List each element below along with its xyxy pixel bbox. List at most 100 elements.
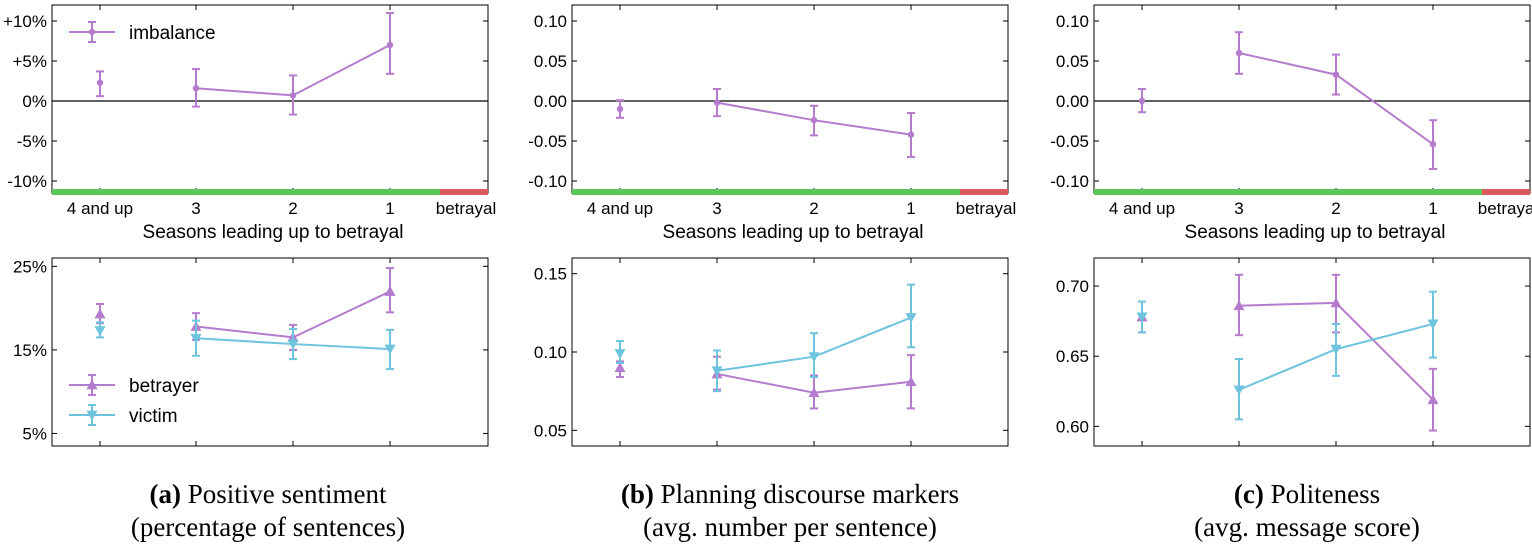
x-axis-label: Seasons leading up to betrayal — [663, 222, 924, 243]
legend-marker — [86, 379, 98, 390]
chart-panel-a-top: +10% +5% 0% -5% -10% 4 and up 3 2 1 betrayal Seaso… — [3, 4, 496, 243]
y-tick-label: 0.00 — [1056, 92, 1089, 111]
data-point-imbalance — [1138, 97, 1146, 105]
y-tick-label: -5% — [17, 132, 47, 151]
data-point-betrayer — [905, 376, 917, 387]
x-tick-label: 2 — [809, 199, 818, 218]
data-point-betrayer — [614, 362, 626, 373]
y-tick-label: -0.10 — [528, 172, 567, 191]
y-tick-label: 5% — [22, 424, 47, 443]
y-tick-label: 0.05 — [1056, 52, 1089, 71]
caption-title: Planning discourse markers — [660, 479, 960, 509]
data-point-imbalance — [713, 99, 721, 106]
data-point-imbalance — [289, 92, 297, 99]
x-tick-label: 1 — [1428, 199, 1437, 218]
plot-frame — [51, 4, 489, 194]
data-point-imbalance — [616, 105, 624, 113]
chart-panel-c-top: 0.10 0.05 0.00 -0.05 -0.10 4 and up 3 2 1 betraya… — [1050, 4, 1532, 243]
chart-panel-b-top: 0.10 0.05 0.00 -0.05 -0.10 4 and up 3 2 1 betraya… — [528, 4, 1016, 243]
plot-frame — [571, 257, 1009, 447]
data-point-betrayer — [384, 285, 396, 296]
data-point-victim — [614, 349, 626, 360]
y-tick-label: -0.05 — [528, 132, 567, 151]
y-tick-label: 0.05 — [534, 52, 567, 71]
caption-letter: (c) — [1233, 479, 1264, 509]
data-point-betrayer — [808, 387, 820, 398]
x-tick-label: 3 — [1234, 199, 1243, 218]
plot-frame — [571, 4, 1009, 194]
data-point-victim — [190, 333, 202, 344]
data-point-betrayer — [94, 308, 106, 319]
x-tick-label: 4 and up — [1109, 199, 1175, 218]
caption-title: Positive sentiment — [187, 479, 387, 509]
y-tick-label: 0.00 — [534, 92, 567, 111]
data-point-imbalance — [1429, 141, 1437, 148]
y-tick-label: -10% — [7, 172, 47, 191]
plot-frame — [51, 257, 489, 447]
y-tick-label: 0.10 — [1056, 12, 1089, 31]
data-point-betrayer — [1427, 394, 1439, 405]
data-point-victim — [1136, 312, 1148, 323]
legend-label-betrayer: betrayer — [129, 376, 199, 397]
x-tick-label-betrayal: betrayal — [436, 199, 496, 218]
data-point-imbalance — [907, 131, 915, 138]
y-tick-label: 0.10 — [534, 343, 567, 362]
y-tick-label: 0.70 — [1056, 277, 1089, 296]
data-point-imbalance — [386, 41, 394, 49]
x-tick-label: 4 and up — [587, 199, 653, 218]
x-tick-label-betrayal: betrayal — [1478, 199, 1532, 218]
caption-a: (a) Positive sentiment (percentage of se… — [28, 478, 508, 544]
plot-frame — [1093, 4, 1531, 194]
data-point-victim — [905, 313, 917, 324]
data-point-imbalance — [192, 85, 200, 92]
friendship-timeline-bar — [572, 189, 960, 195]
data-point-victim — [287, 339, 299, 350]
caption-letter: (b) — [620, 479, 654, 509]
y-tick-label: 15% — [13, 341, 47, 360]
y-tick-label: 0.60 — [1056, 417, 1089, 436]
x-axis-label: Seasons leading up to betrayal — [1185, 222, 1446, 243]
legend: imbalance — [69, 21, 216, 44]
betrayal-timeline-bar — [1482, 189, 1530, 195]
data-point-betrayer — [1330, 297, 1342, 308]
data-point-betrayer — [1233, 300, 1245, 311]
y-tick-label: 0.05 — [534, 421, 567, 440]
y-tick-label: -0.05 — [1050, 132, 1089, 151]
caption-subtitle: (avg. number per sentence) — [643, 512, 937, 542]
x-tick-label: 2 — [288, 199, 297, 218]
data-point-victim — [808, 352, 820, 363]
friendship-timeline-bar — [52, 189, 440, 195]
data-point-victim — [1330, 344, 1342, 355]
x-tick-label: 3 — [191, 199, 200, 218]
data-point-imbalance — [1332, 71, 1340, 78]
x-tick-label: 2 — [1331, 199, 1340, 218]
data-point-victim — [384, 344, 396, 355]
legend-marker — [88, 28, 96, 36]
y-tick-label: 0.15 — [534, 265, 567, 284]
friendship-timeline-bar — [1094, 189, 1482, 195]
y-tick-label: 25% — [13, 257, 47, 276]
y-tick-label: +10% — [3, 12, 47, 31]
data-point-victim — [1427, 319, 1439, 330]
plot-frame — [1093, 257, 1531, 447]
legend-marker — [86, 410, 98, 421]
x-tick-label: 1 — [906, 199, 915, 218]
betrayal-timeline-bar — [960, 189, 1008, 195]
legend-label-imbalance: imbalance — [129, 23, 216, 44]
x-tick-label: 1 — [385, 199, 394, 218]
legend-label-victim: victim — [129, 406, 178, 427]
y-tick-label: -0.10 — [1050, 172, 1089, 191]
caption-b: (b) Planning discourse markers (avg. num… — [550, 478, 1030, 544]
x-tick-label: 4 and up — [67, 199, 133, 218]
x-tick-label-betrayal: betrayal — [956, 199, 1016, 218]
data-point-victim — [711, 366, 723, 377]
betrayal-timeline-bar — [440, 189, 488, 195]
caption-c: (c) Politeness (avg. message score) — [1067, 478, 1532, 544]
caption-subtitle: (percentage of sentences) — [130, 512, 406, 542]
y-tick-label: 0% — [22, 92, 47, 111]
y-tick-label: 0.10 — [534, 12, 567, 31]
data-point-victim — [94, 326, 106, 337]
y-tick-label: 0.65 — [1056, 347, 1089, 366]
legend: betrayer victim — [69, 374, 199, 427]
